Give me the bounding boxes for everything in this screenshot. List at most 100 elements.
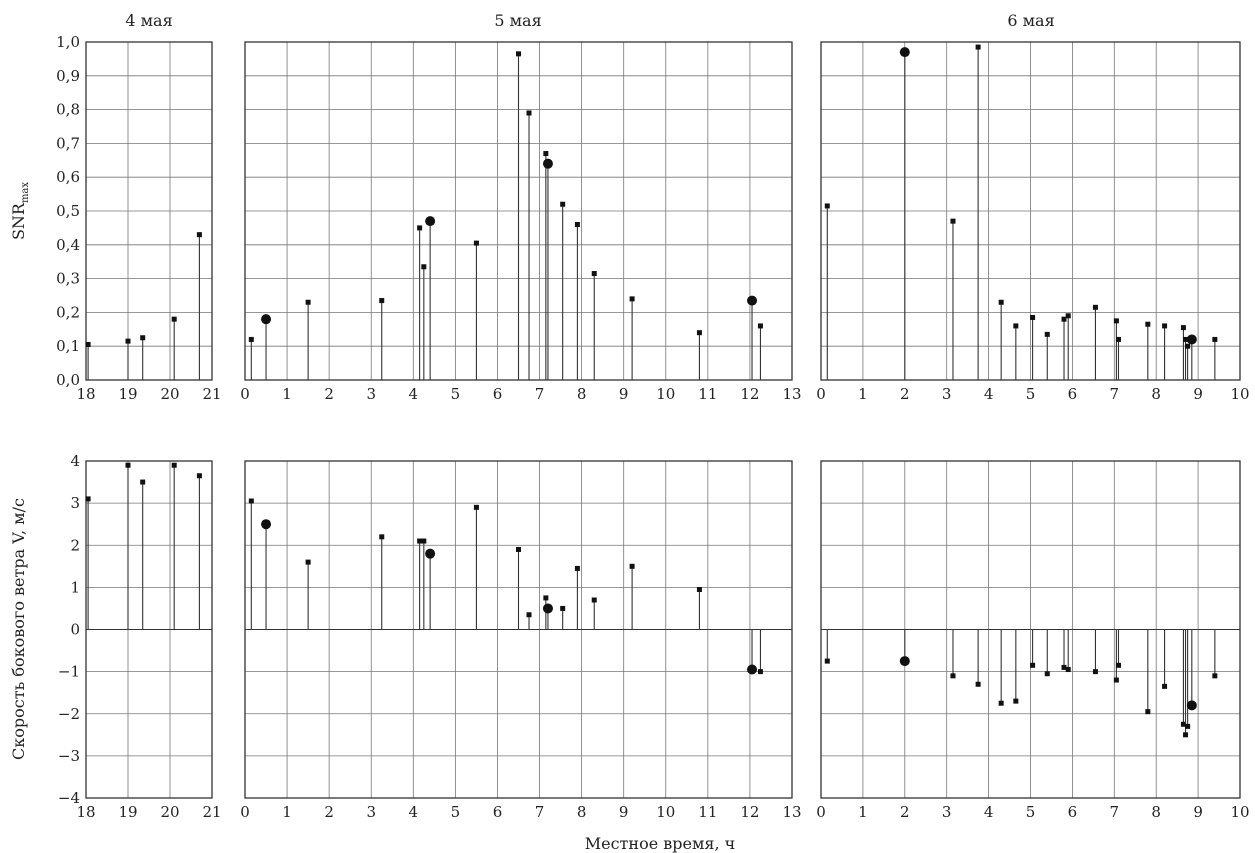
x-tick-label: 6	[1068, 385, 1078, 403]
y-tick-label: −4	[58, 789, 80, 807]
x-tick-label: 4	[984, 803, 994, 821]
x-tick-label: 2	[900, 385, 910, 403]
panel-frame	[820, 41, 1241, 381]
wind-point-square	[1044, 671, 1050, 677]
wind-point-square	[696, 586, 702, 592]
wind-point-square	[379, 534, 385, 540]
x-tick-label: 5	[1026, 803, 1036, 821]
wind-point-square	[1145, 709, 1151, 715]
wind-point-circle	[425, 548, 436, 559]
wind-point-square	[526, 612, 532, 618]
wind-point-square	[998, 700, 1004, 706]
y-tick-label: 1,0	[56, 33, 80, 51]
snr-point-square	[560, 201, 566, 207]
x-tick-label: 0	[240, 385, 250, 403]
wind-point-square	[1065, 667, 1071, 673]
wind-point-square	[305, 559, 311, 565]
y-tick-label: 0,5	[56, 202, 80, 220]
x-tick-label: 13	[782, 803, 801, 821]
snr-point-square	[543, 151, 549, 157]
x-tick-label: 8	[577, 385, 587, 403]
snr-point-square	[1044, 331, 1050, 337]
x-tick-label: 1	[858, 385, 868, 403]
snr-point-square	[305, 299, 311, 305]
snr-point-square	[125, 338, 131, 344]
y-tick-label: 0,3	[56, 270, 80, 288]
snr-point-square	[696, 330, 702, 336]
x-tick-label: 6	[493, 385, 503, 403]
snr-point-square	[1113, 318, 1119, 324]
wind-point-square	[1030, 662, 1036, 668]
x-tick-label: 7	[535, 803, 545, 821]
snr-point-square	[1030, 314, 1036, 320]
snr-point-square	[1013, 323, 1019, 329]
wind-point-square	[171, 462, 177, 468]
x-tick-label: 12	[740, 803, 759, 821]
x-tick-label: 1	[858, 803, 868, 821]
wind-point-square	[591, 597, 597, 603]
x-tick-label: 1	[282, 803, 292, 821]
x-tick-label: 19	[118, 385, 137, 403]
snr-point-square	[975, 44, 981, 50]
x-tick-label: 2	[900, 803, 910, 821]
wind-point-square	[85, 496, 91, 502]
wind-point-square	[574, 565, 580, 571]
y-tick-label: 0,2	[56, 303, 80, 321]
x-tick-label: 9	[1193, 385, 1203, 403]
wind-point-circle	[542, 603, 553, 614]
panel-frame	[85, 41, 213, 381]
snr-point-square	[140, 335, 146, 341]
y-tick-label: 3	[70, 494, 80, 512]
y-tick-label: 0,7	[56, 134, 80, 152]
x-tick-label: 3	[942, 385, 952, 403]
wind-point-square	[629, 563, 635, 569]
x-tick-label: 11	[698, 803, 717, 821]
x-tick-label: 9	[1193, 803, 1203, 821]
wind-point-square	[516, 546, 521, 552]
snr-point-square	[1092, 304, 1098, 310]
snr-point-square	[1185, 343, 1191, 349]
x-axis-label: Местное время, ч	[585, 834, 736, 853]
x-tick-label: 8	[1151, 803, 1161, 821]
wind-point-square	[1115, 662, 1121, 668]
x-tick-label: 21	[202, 385, 221, 403]
snr-point-circle	[899, 47, 910, 58]
x-tick-label: 18	[76, 803, 95, 821]
snr-point-square	[516, 51, 521, 57]
x-tick-label: 0	[240, 803, 250, 821]
wind-point-square	[975, 681, 981, 687]
x-tick-label: 10	[1230, 803, 1249, 821]
snr-point-square	[1180, 325, 1186, 331]
snr-point-square	[171, 316, 177, 322]
x-tick-label: 7	[1110, 803, 1120, 821]
x-tick-label: 3	[942, 803, 952, 821]
y-tick-label: −3	[58, 747, 80, 765]
x-tick-label: 10	[656, 803, 675, 821]
snr-point-square	[998, 299, 1004, 305]
x-tick-label: 11	[698, 385, 717, 403]
y-tick-label: 0,0	[56, 371, 80, 389]
snr-axis-label-sub: max	[20, 182, 31, 203]
snr-point-square	[757, 323, 763, 329]
x-tick-label: 0	[816, 803, 826, 821]
y-tick-label: −1	[58, 663, 80, 681]
x-tick-label: 6	[493, 803, 503, 821]
wind-point-square	[1061, 664, 1067, 670]
x-tick-label: 9	[619, 385, 629, 403]
snr-point-square	[950, 218, 956, 224]
snr-point-square	[591, 271, 597, 277]
snr-point-square	[196, 232, 202, 238]
y-tick-label: 0,6	[56, 168, 80, 186]
x-tick-label: 0	[816, 385, 826, 403]
wind-point-circle	[747, 664, 758, 675]
y-tick-label: 0,8	[56, 101, 80, 119]
snr-point-square	[248, 336, 254, 342]
snr-point-circle	[747, 295, 758, 306]
wind-point-square	[473, 504, 479, 510]
x-tick-label: 21	[202, 803, 221, 821]
x-tick-label: 3	[366, 385, 376, 403]
x-tick-label: 10	[1230, 385, 1249, 403]
wind-point-square	[824, 658, 830, 664]
x-tick-label: 8	[1151, 385, 1161, 403]
x-tick-label: 12	[740, 385, 759, 403]
